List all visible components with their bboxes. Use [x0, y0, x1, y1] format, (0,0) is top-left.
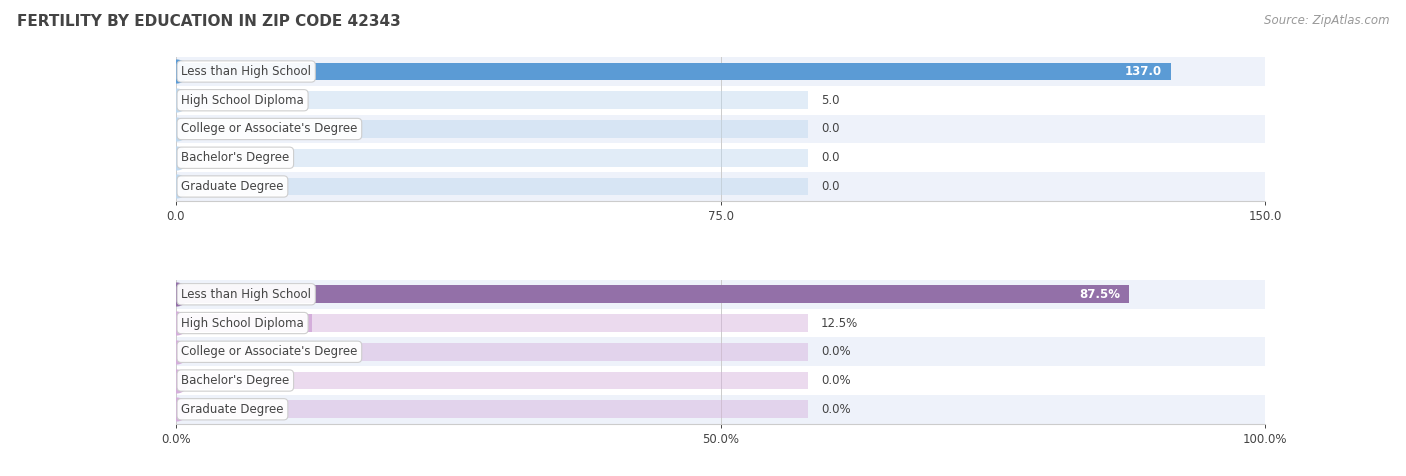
- Bar: [176, 337, 1265, 366]
- Text: 0.0%: 0.0%: [821, 374, 851, 387]
- Text: 5.0: 5.0: [821, 94, 839, 107]
- Text: 137.0: 137.0: [1125, 65, 1163, 78]
- Bar: [176, 286, 1129, 303]
- Bar: [176, 149, 808, 167]
- Text: Bachelor's Degree: Bachelor's Degree: [181, 374, 290, 387]
- Text: Less than High School: Less than High School: [181, 288, 311, 301]
- Bar: [176, 120, 808, 138]
- Text: College or Associate's Degree: College or Associate's Degree: [181, 345, 357, 358]
- Bar: [176, 366, 1265, 395]
- Bar: [176, 178, 808, 195]
- Text: 87.5%: 87.5%: [1080, 288, 1121, 301]
- Bar: [176, 314, 807, 332]
- Text: Less than High School: Less than High School: [181, 65, 311, 78]
- Text: 0.0: 0.0: [821, 151, 839, 164]
- Text: High School Diploma: High School Diploma: [181, 94, 304, 107]
- Bar: [176, 395, 1265, 424]
- Bar: [176, 343, 807, 361]
- Bar: [176, 62, 1171, 80]
- Bar: [176, 280, 1265, 308]
- Bar: [176, 91, 212, 109]
- Text: 12.5%: 12.5%: [821, 317, 858, 329]
- Text: 0.0%: 0.0%: [821, 345, 851, 358]
- Bar: [176, 143, 1265, 172]
- Bar: [176, 286, 807, 303]
- Bar: [176, 172, 1265, 201]
- Text: 0.0%: 0.0%: [821, 403, 851, 416]
- Bar: [176, 91, 808, 109]
- Text: FERTILITY BY EDUCATION IN ZIP CODE 42343: FERTILITY BY EDUCATION IN ZIP CODE 42343: [17, 14, 401, 30]
- Bar: [176, 62, 808, 80]
- Text: Source: ZipAtlas.com: Source: ZipAtlas.com: [1264, 14, 1389, 27]
- Bar: [176, 57, 1265, 86]
- Text: Graduate Degree: Graduate Degree: [181, 403, 284, 416]
- Bar: [176, 86, 1265, 115]
- Text: College or Associate's Degree: College or Associate's Degree: [181, 122, 357, 136]
- Text: 0.0: 0.0: [821, 122, 839, 136]
- Bar: [176, 308, 1265, 337]
- Text: Bachelor's Degree: Bachelor's Degree: [181, 151, 290, 164]
- Bar: [176, 115, 1265, 143]
- Bar: [176, 400, 807, 418]
- Text: Graduate Degree: Graduate Degree: [181, 180, 284, 193]
- Text: 0.0: 0.0: [821, 180, 839, 193]
- Bar: [176, 372, 807, 389]
- Text: High School Diploma: High School Diploma: [181, 317, 304, 329]
- Bar: [176, 314, 312, 332]
